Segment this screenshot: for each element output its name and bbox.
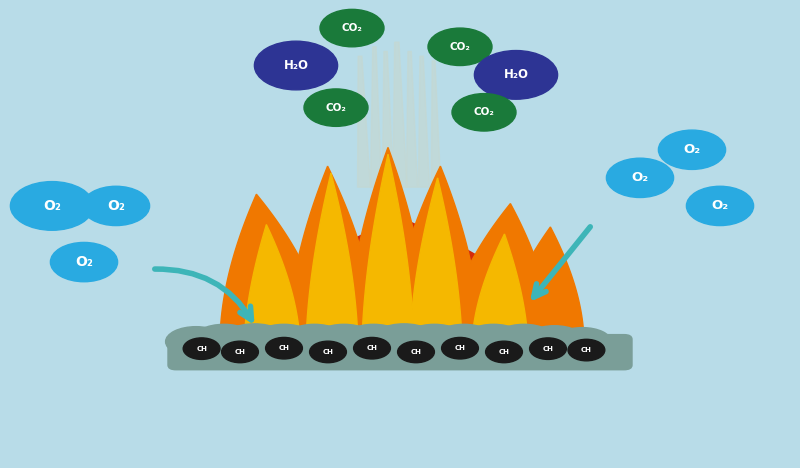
Text: CH: CH <box>410 349 422 355</box>
Polygon shape <box>393 42 407 187</box>
Circle shape <box>50 242 118 282</box>
Text: CH: CH <box>498 349 510 355</box>
Circle shape <box>10 182 94 230</box>
Polygon shape <box>448 204 552 344</box>
Circle shape <box>428 28 492 66</box>
Polygon shape <box>410 178 462 342</box>
Text: H₂O: H₂O <box>503 68 529 81</box>
Ellipse shape <box>244 332 295 358</box>
Ellipse shape <box>424 332 475 358</box>
Ellipse shape <box>524 326 585 356</box>
Polygon shape <box>472 234 528 342</box>
Text: CO₂: CO₂ <box>450 42 470 52</box>
Text: CO₂: CO₂ <box>326 102 346 113</box>
Circle shape <box>568 339 605 361</box>
Circle shape <box>310 341 346 363</box>
Polygon shape <box>348 147 428 344</box>
Circle shape <box>474 51 558 99</box>
Circle shape <box>82 186 150 226</box>
Circle shape <box>486 341 522 363</box>
Text: O₂: O₂ <box>631 171 649 184</box>
Circle shape <box>452 94 516 131</box>
Polygon shape <box>406 51 418 187</box>
Text: CH: CH <box>278 345 290 351</box>
Text: CO₂: CO₂ <box>474 107 494 117</box>
Circle shape <box>266 337 302 359</box>
Circle shape <box>530 338 566 359</box>
Ellipse shape <box>402 324 466 357</box>
Circle shape <box>658 130 726 169</box>
Circle shape <box>320 9 384 47</box>
Circle shape <box>222 341 258 363</box>
Ellipse shape <box>342 324 406 357</box>
Ellipse shape <box>542 333 594 359</box>
Ellipse shape <box>252 324 316 357</box>
Text: O₂: O₂ <box>683 143 701 156</box>
Polygon shape <box>288 166 376 344</box>
Ellipse shape <box>312 324 376 357</box>
Circle shape <box>354 337 390 359</box>
Ellipse shape <box>432 324 496 357</box>
Polygon shape <box>504 227 584 344</box>
Text: CH: CH <box>454 345 466 351</box>
Ellipse shape <box>304 332 355 358</box>
Polygon shape <box>382 51 394 187</box>
Text: CH: CH <box>542 346 554 351</box>
Ellipse shape <box>462 324 526 357</box>
Text: O₂: O₂ <box>43 199 61 213</box>
Polygon shape <box>306 173 358 342</box>
Polygon shape <box>392 166 480 344</box>
Polygon shape <box>370 47 382 187</box>
Ellipse shape <box>554 328 611 356</box>
Text: CH: CH <box>234 349 246 355</box>
Text: H₂O: H₂O <box>283 59 309 72</box>
Ellipse shape <box>492 324 556 357</box>
Circle shape <box>606 158 674 197</box>
Text: CO₂: CO₂ <box>342 23 362 33</box>
Polygon shape <box>220 194 324 344</box>
Circle shape <box>304 89 368 126</box>
Polygon shape <box>431 61 441 187</box>
Circle shape <box>686 186 754 226</box>
Polygon shape <box>418 56 430 187</box>
Text: O₂: O₂ <box>75 255 93 269</box>
Text: O₂: O₂ <box>107 199 125 213</box>
Ellipse shape <box>282 324 346 357</box>
Polygon shape <box>244 225 300 342</box>
Ellipse shape <box>364 332 415 358</box>
Circle shape <box>183 338 220 359</box>
Ellipse shape <box>192 324 256 357</box>
Text: CH: CH <box>322 349 334 355</box>
Text: CH: CH <box>196 346 207 351</box>
Text: O₂: O₂ <box>711 199 729 212</box>
Circle shape <box>442 337 478 359</box>
Polygon shape <box>358 56 370 187</box>
Ellipse shape <box>484 332 535 358</box>
Polygon shape <box>246 218 554 349</box>
Polygon shape <box>362 154 414 342</box>
Text: CH: CH <box>581 347 592 353</box>
Text: CH: CH <box>366 345 378 351</box>
Circle shape <box>398 341 434 363</box>
Circle shape <box>254 41 338 90</box>
Ellipse shape <box>184 333 235 359</box>
Ellipse shape <box>166 327 226 357</box>
Ellipse shape <box>370 324 438 358</box>
Ellipse shape <box>221 324 288 358</box>
FancyBboxPatch shape <box>168 335 632 370</box>
